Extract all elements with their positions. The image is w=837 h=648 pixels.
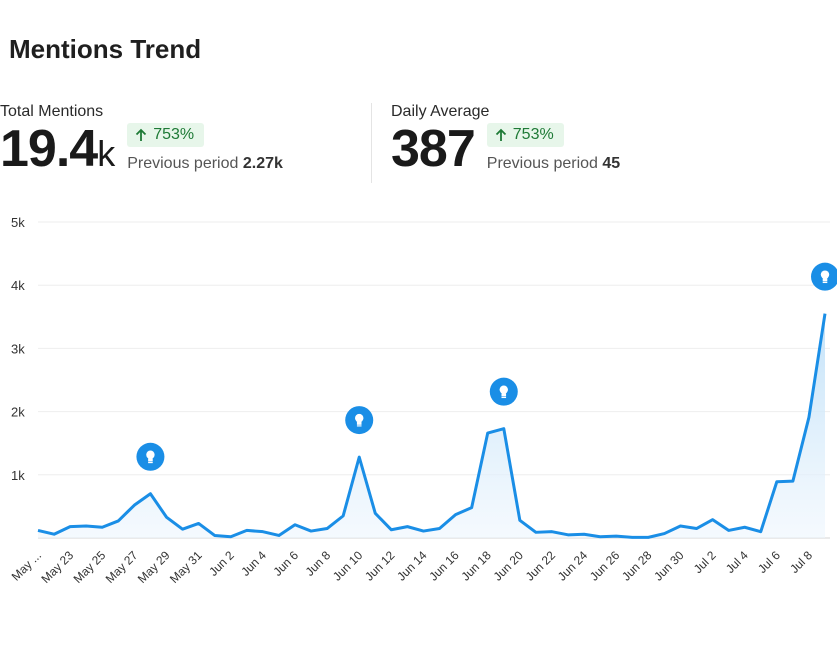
x-tick-label: Jun 8 xyxy=(303,548,334,579)
lightbulb-icon xyxy=(499,385,508,399)
x-tick-label: Jun 30 xyxy=(651,548,687,584)
kpi-total-mentions: Total Mentions 19.4k 753% Previous perio… xyxy=(0,103,283,180)
x-tick-label: May 27 xyxy=(103,548,141,586)
lightbulb-icon xyxy=(820,270,830,284)
insight-marker xyxy=(489,377,518,406)
arrow-up-icon xyxy=(495,128,506,141)
y-tick-label: 1k xyxy=(11,468,25,483)
x-tick-label: Jun 12 xyxy=(362,548,398,584)
lightbulb-icon xyxy=(355,413,364,427)
x-tick-label: May 29 xyxy=(135,548,173,586)
x-tick-label: Jun 6 xyxy=(270,548,301,579)
y-tick-label: 5k xyxy=(11,215,25,230)
insight-marker xyxy=(345,406,374,435)
change-value: 753% xyxy=(153,126,195,143)
lightbulb-icon xyxy=(146,450,155,464)
insight-marker xyxy=(136,442,165,471)
x-tick-label: May ... xyxy=(9,548,44,583)
y-tick-label: 3k xyxy=(11,341,25,356)
y-tick-label: 2k xyxy=(11,405,25,420)
change-badge: 753% xyxy=(127,123,205,147)
kpi-value: 19.4k xyxy=(0,120,116,178)
insight-marker xyxy=(811,262,837,291)
x-tick-label: Jun 26 xyxy=(587,548,623,584)
x-tick-label: Jun 20 xyxy=(491,548,527,584)
x-tick-label: Jun 24 xyxy=(555,548,591,584)
arrow-up-icon xyxy=(136,128,147,141)
x-tick-label: Jul 4 xyxy=(723,548,751,576)
previous-period-value: 45 xyxy=(602,155,621,172)
x-tick-label: May 25 xyxy=(71,548,109,586)
x-tick-label: May 31 xyxy=(167,548,205,586)
change-badge: 753% xyxy=(486,123,564,147)
x-tick-label: Jun 14 xyxy=(394,548,430,584)
x-tick-label: Jun 18 xyxy=(458,548,494,584)
kpi-daily-average: Daily Average 387 753% Previous period 4… xyxy=(391,103,620,175)
y-tick-label: 4k xyxy=(11,278,25,293)
previous-period: Previous period 45 xyxy=(486,155,621,172)
x-tick-label: Jun 10 xyxy=(330,548,366,584)
x-tick-label: Jul 2 xyxy=(691,548,719,576)
previous-period: Previous period 2.27k xyxy=(127,155,283,172)
x-tick-label: Jul 6 xyxy=(755,548,783,576)
series-line xyxy=(37,313,827,539)
change-value: 753% xyxy=(512,126,554,143)
kpi-divider xyxy=(371,103,372,183)
x-tick-label: Jun 4 xyxy=(238,548,269,579)
kpi-label: Daily Average xyxy=(391,103,490,120)
x-tick-label: May 23 xyxy=(39,548,77,586)
x-tick-label: Jun 16 xyxy=(426,548,462,584)
x-tick-label: Jun 2 xyxy=(206,548,237,579)
page-title: Mentions Trend xyxy=(9,34,202,64)
x-tick-label: Jun 28 xyxy=(619,548,655,584)
kpi-value: 387 xyxy=(391,120,476,178)
x-tick-label: Jun 22 xyxy=(523,548,559,584)
previous-period-value: 2.27k xyxy=(242,155,283,172)
kpi-suffix: k xyxy=(97,133,116,174)
x-tick-label: Jul 8 xyxy=(787,548,815,576)
kpi-label: Total Mentions xyxy=(0,103,104,120)
